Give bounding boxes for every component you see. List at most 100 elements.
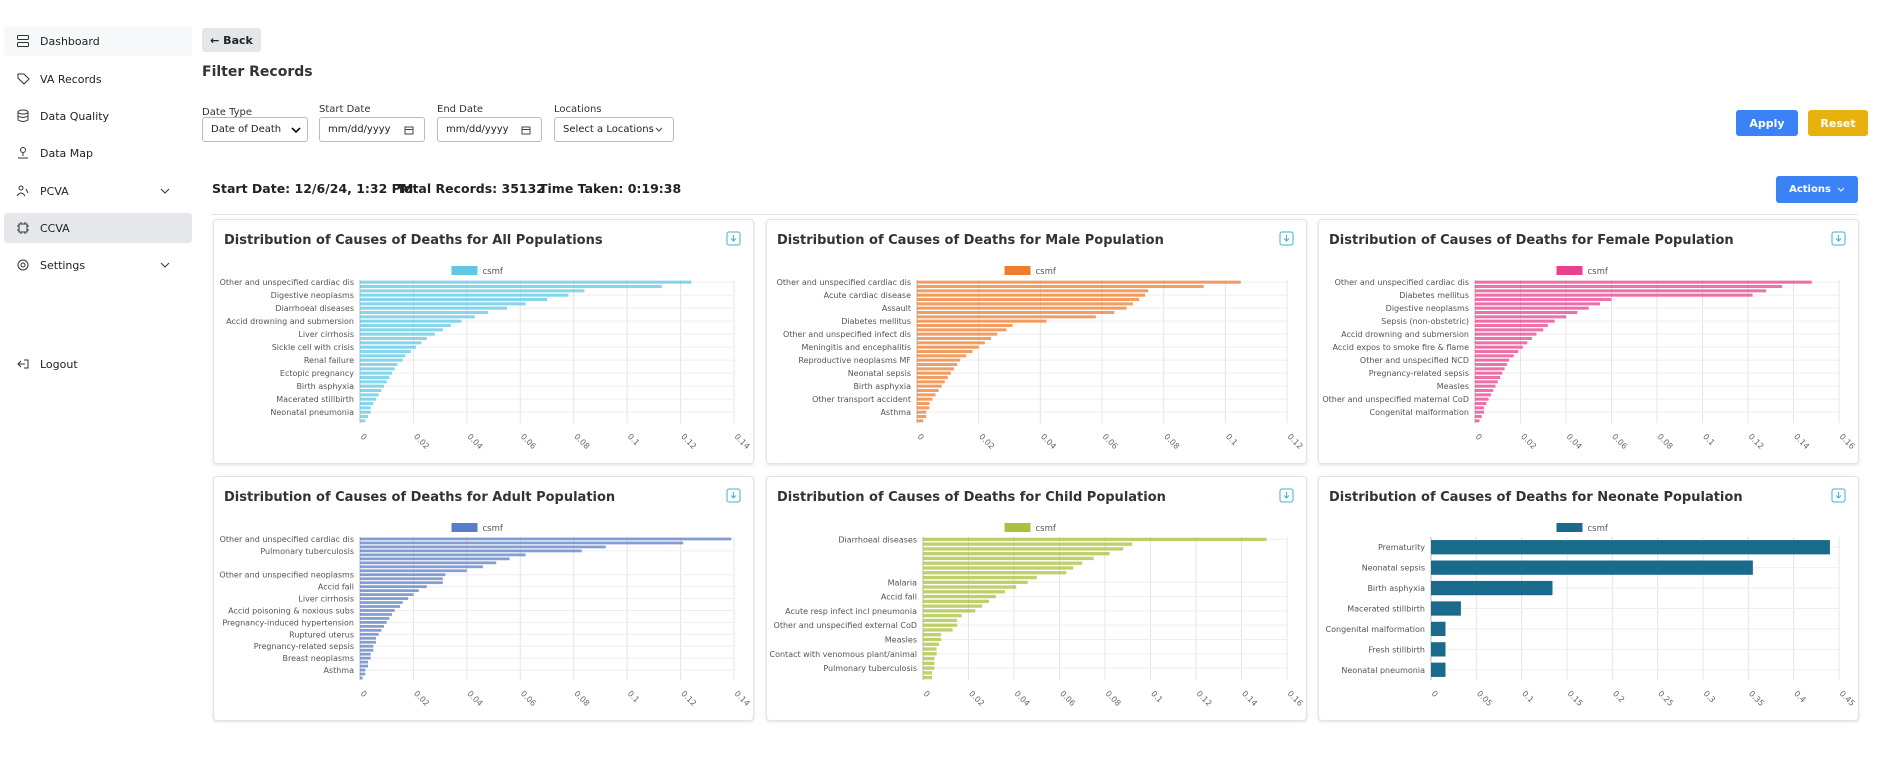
placeholder: Select a Locations (563, 124, 654, 135)
bar (360, 597, 409, 600)
y-tick-label: Pulmonary tuberculosis (260, 547, 354, 556)
x-tick-label: 0.2 (1611, 689, 1626, 704)
x-tick-label: 0.3 (1702, 689, 1717, 704)
end-date-label: End Date (437, 104, 484, 115)
nav-label: Logout (40, 357, 78, 371)
bar (360, 310, 489, 315)
nav-data-quality[interactable]: Data Quality (4, 101, 192, 131)
bar (917, 293, 1146, 297)
y-tick-label: Digestive neoplasms (1386, 304, 1469, 313)
bar (360, 624, 385, 628)
bar (923, 671, 933, 675)
bar (360, 601, 403, 604)
bar (360, 332, 435, 336)
bar (360, 306, 507, 310)
download-button[interactable] (1279, 488, 1294, 503)
start-date-input[interactable]: mm/dd/yyyy (319, 117, 425, 142)
status-start: Start Date: 12/6/24, 1:32 PM (212, 181, 414, 196)
download-button[interactable] (1279, 231, 1294, 246)
bar (360, 345, 417, 349)
x-tick-label: 0.08 (572, 432, 591, 451)
x-tick-label: 0.02 (412, 432, 431, 451)
bar (917, 302, 1133, 306)
apply-button[interactable]: Apply (1736, 110, 1798, 136)
back-button[interactable]: ← Back (202, 28, 261, 52)
x-tick-label: 0.15 (1566, 689, 1585, 708)
bar (360, 302, 526, 306)
x-tick-label: 0.06 (519, 432, 538, 451)
y-tick-label: Other and unspecified infect dis (783, 330, 911, 339)
x-tick-label: 0.14 (733, 432, 752, 451)
x-tick-label: 0.1 (1520, 689, 1535, 704)
bar (360, 577, 443, 581)
y-tick-label: Congenital malformation (1326, 625, 1425, 634)
actions-button[interactable]: Actions (1776, 176, 1858, 203)
bar (923, 618, 958, 623)
download-icon (1831, 488, 1846, 503)
download-button[interactable] (1831, 488, 1846, 503)
y-tick-label: Acute resp infect incl pneumonia (785, 607, 917, 616)
legend-swatch (1004, 266, 1031, 275)
download-button[interactable] (1831, 231, 1846, 246)
bar (1431, 580, 1553, 596)
nav-settings[interactable]: Settings (4, 250, 192, 280)
bar (360, 375, 390, 380)
chart-card: Distribution of Causes of Deaths for Chi… (766, 476, 1307, 721)
nav-data-map[interactable]: Data Map (4, 138, 192, 168)
bar (923, 656, 935, 661)
filter-title: Filter Records (202, 64, 313, 80)
end-date-input[interactable]: mm/dd/yyyy (437, 117, 542, 142)
bar (917, 345, 979, 349)
bar (360, 397, 377, 401)
bar (923, 623, 958, 627)
x-tick-label: 0.02 (1519, 432, 1538, 451)
chart-title: Distribution of Causes of Deaths for Mal… (777, 233, 1164, 248)
bar (923, 633, 942, 637)
x-tick-label: 0.06 (519, 689, 538, 708)
bar (1475, 297, 1612, 302)
legend-label: csmf (483, 524, 504, 534)
legend-swatch (451, 523, 478, 532)
bar (360, 354, 406, 358)
download-button[interactable] (726, 231, 741, 246)
bar (1475, 375, 1501, 380)
icon (16, 185, 29, 197)
bar (360, 664, 369, 668)
icon (18, 147, 28, 159)
bar (360, 380, 387, 384)
y-tick-label: Breast neoplasms (283, 654, 355, 663)
y-tick-label: Macerated stillbirth (276, 395, 354, 404)
bar (917, 306, 1127, 310)
locations-select[interactable]: Select a Locations (554, 117, 674, 142)
bar (1475, 341, 1528, 345)
y-tick-label: Pregnancy-related sepsis (254, 642, 354, 651)
nav-dashboard[interactable]: Dashboard (4, 26, 192, 56)
nav-ccva[interactable]: CCVA (4, 213, 192, 243)
x-tick-label: 0.25 (1656, 689, 1675, 708)
bar (360, 676, 363, 680)
x-tick-label: 0.1 (1701, 432, 1716, 447)
y-tick-label: Diabetes mellitus (1399, 291, 1469, 300)
chevron (291, 126, 301, 133)
nav-pcva[interactable]: PCVA (4, 176, 192, 206)
bar (923, 609, 976, 613)
bar (360, 589, 419, 593)
y-tick-label: Digestive neoplasms (271, 291, 354, 300)
date-type-select[interactable]: Date of Death (202, 117, 308, 142)
nav-logout[interactable]: Logout (4, 349, 192, 379)
x-tick-label: 0.1 (626, 432, 641, 447)
download-button[interactable] (726, 488, 741, 503)
download-icon (730, 235, 737, 242)
chart-title: Distribution of Causes of Deaths for Chi… (777, 490, 1166, 505)
y-tick-label: Asthma (323, 666, 354, 675)
nav-va-records[interactable]: VA Records (4, 64, 192, 94)
reset-button[interactable]: Reset (1808, 110, 1868, 136)
bar (923, 599, 989, 604)
x-tick-label: 0 (1474, 432, 1484, 442)
bar (1475, 284, 1783, 289)
legend-swatch (1556, 266, 1583, 275)
y-tick-label: Fresh stillbirth (1368, 645, 1425, 654)
bar (360, 401, 374, 406)
x-tick-label: 0.02 (977, 432, 996, 451)
x-tick-label: 0.04 (465, 689, 484, 708)
